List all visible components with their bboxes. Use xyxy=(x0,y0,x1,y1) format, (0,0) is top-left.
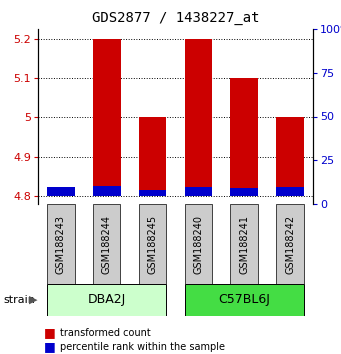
Text: ▶: ▶ xyxy=(29,295,38,305)
Title: GDS2877 / 1438227_at: GDS2877 / 1438227_at xyxy=(92,11,259,25)
Bar xyxy=(93,204,120,284)
Bar xyxy=(93,186,120,196)
Text: C57BL6J: C57BL6J xyxy=(218,293,270,307)
Bar xyxy=(47,204,75,284)
Text: ■: ■ xyxy=(44,326,56,339)
Bar xyxy=(276,204,304,284)
Bar xyxy=(139,118,166,196)
Bar xyxy=(185,188,212,196)
Text: ■: ■ xyxy=(44,341,56,353)
Bar xyxy=(185,204,212,284)
Bar xyxy=(276,118,304,196)
Text: GSM188241: GSM188241 xyxy=(239,215,249,274)
Bar xyxy=(231,78,258,196)
Bar xyxy=(276,188,304,196)
Text: strain: strain xyxy=(3,295,35,305)
Bar xyxy=(139,204,166,284)
Text: percentile rank within the sample: percentile rank within the sample xyxy=(60,342,225,352)
Text: GSM188244: GSM188244 xyxy=(102,215,112,274)
Text: GSM188245: GSM188245 xyxy=(148,215,158,274)
Bar xyxy=(231,204,258,284)
Bar xyxy=(185,284,304,316)
Text: GSM188243: GSM188243 xyxy=(56,215,66,274)
Bar xyxy=(231,188,258,196)
Text: GSM188242: GSM188242 xyxy=(285,215,295,274)
Text: GSM188240: GSM188240 xyxy=(193,215,204,274)
Text: DBA2J: DBA2J xyxy=(88,293,126,307)
Bar xyxy=(93,39,120,196)
Bar xyxy=(47,187,75,196)
Bar xyxy=(139,190,166,196)
Bar xyxy=(47,284,166,316)
Bar xyxy=(185,39,212,196)
Text: transformed count: transformed count xyxy=(60,328,150,338)
